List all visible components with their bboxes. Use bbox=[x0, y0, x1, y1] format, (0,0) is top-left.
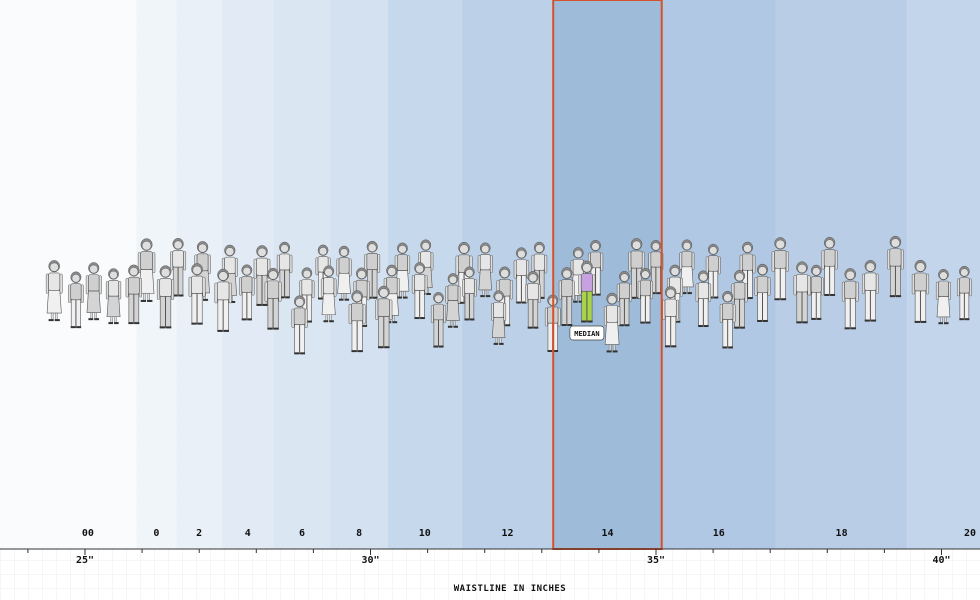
size-label-14: 14 bbox=[601, 528, 613, 539]
person-figure bbox=[430, 292, 447, 348]
person-figure bbox=[276, 241, 293, 299]
person-figure bbox=[695, 270, 712, 328]
person-figure bbox=[336, 245, 352, 301]
person-figure bbox=[239, 264, 255, 321]
person-figure bbox=[264, 267, 282, 330]
person-figure bbox=[45, 260, 63, 322]
size-label-6: 6 bbox=[299, 528, 305, 539]
person-figure bbox=[125, 264, 142, 325]
size-label-12: 12 bbox=[502, 528, 514, 539]
size-label-0: 0 bbox=[153, 528, 159, 539]
x-axis-title: WAISTLINE IN INCHES bbox=[454, 584, 566, 594]
person-figure bbox=[170, 238, 187, 297]
person-figure bbox=[821, 236, 838, 296]
size-label-20: 20 bbox=[964, 528, 976, 539]
person-figure bbox=[637, 267, 653, 324]
median-box bbox=[569, 325, 605, 341]
person-figure bbox=[253, 245, 271, 306]
person-figure bbox=[808, 264, 824, 320]
person-figure bbox=[603, 292, 621, 353]
size-label-2: 2 bbox=[196, 528, 202, 539]
size-label-00: 00 bbox=[82, 528, 94, 539]
person-figure bbox=[525, 271, 541, 329]
person-figure bbox=[731, 270, 748, 329]
size-label-16: 16 bbox=[713, 528, 725, 539]
person-figure bbox=[375, 285, 393, 349]
tick-label-40: 40" bbox=[932, 555, 950, 566]
size-band-18 bbox=[775, 0, 908, 549]
size-band-16 bbox=[661, 0, 776, 549]
median-label: MEDIAN bbox=[574, 330, 599, 338]
tick-label-30: 30" bbox=[361, 555, 379, 566]
person-figure bbox=[754, 263, 771, 322]
person-figure bbox=[291, 295, 308, 355]
median-marker: MEDIAN bbox=[569, 325, 605, 341]
size-labels: 00 0 2 4 6 8 10 12 14 16 18 20 bbox=[82, 528, 976, 539]
person-figure bbox=[445, 273, 461, 328]
person-figure bbox=[105, 268, 122, 325]
person-figure bbox=[719, 290, 736, 349]
person-figure bbox=[911, 259, 930, 323]
person-figure bbox=[662, 286, 679, 348]
person-figure bbox=[348, 290, 366, 353]
person-figure bbox=[793, 261, 811, 324]
person-figure bbox=[887, 235, 904, 298]
person-figure bbox=[411, 262, 428, 320]
size-label-10: 10 bbox=[419, 528, 431, 539]
person-figure bbox=[616, 270, 632, 327]
person-figure bbox=[299, 267, 315, 323]
tick-label-25: 25" bbox=[76, 555, 94, 566]
person-figure bbox=[935, 268, 952, 325]
person-figure bbox=[320, 265, 337, 323]
person-figure bbox=[841, 268, 859, 330]
person-figure bbox=[771, 237, 789, 301]
median-person bbox=[578, 260, 596, 323]
person-figure bbox=[956, 265, 972, 321]
size-label-4: 4 bbox=[245, 528, 251, 539]
people-figures bbox=[45, 235, 972, 355]
person-figure bbox=[862, 260, 879, 322]
person-figure bbox=[85, 262, 102, 321]
x-axis-ticks: 25"30"35"40"45"50"55" bbox=[27, 549, 951, 566]
person-figure bbox=[558, 267, 575, 327]
person-figure bbox=[188, 263, 206, 325]
person-figure bbox=[462, 266, 477, 321]
size-label-8: 8 bbox=[356, 528, 362, 539]
tick-label-35: 35" bbox=[647, 555, 665, 566]
person-figure bbox=[214, 268, 232, 332]
person-figure bbox=[156, 265, 175, 329]
person-figure bbox=[679, 239, 695, 295]
person-figure bbox=[68, 271, 84, 329]
size-label-18: 18 bbox=[836, 528, 848, 539]
person-figure bbox=[477, 242, 493, 298]
person-figure bbox=[137, 238, 156, 302]
person-figure bbox=[513, 247, 530, 304]
person-figure bbox=[491, 290, 507, 345]
